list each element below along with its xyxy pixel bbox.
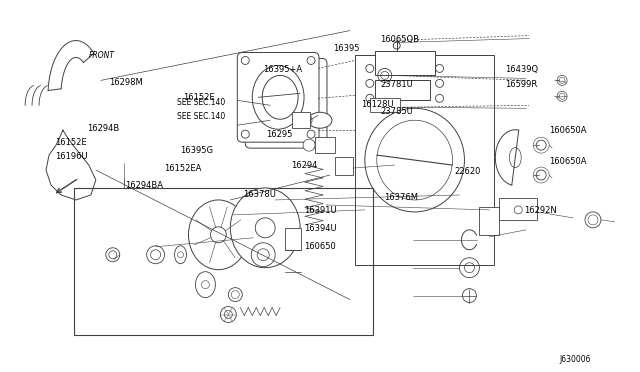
Ellipse shape bbox=[230, 188, 300, 268]
Text: 16294: 16294 bbox=[291, 161, 317, 170]
Bar bbox=[370, 98, 400, 112]
Circle shape bbox=[303, 139, 315, 151]
Circle shape bbox=[536, 170, 546, 180]
Bar bbox=[292, 112, 310, 128]
Ellipse shape bbox=[189, 200, 248, 270]
Text: 160650: 160650 bbox=[304, 241, 336, 250]
Text: 16395+A: 16395+A bbox=[262, 65, 301, 74]
Text: 16292N: 16292N bbox=[524, 206, 557, 215]
Text: SEE SEC.140: SEE SEC.140 bbox=[177, 112, 225, 121]
Text: 160650A: 160650A bbox=[550, 126, 587, 135]
Text: 23781U: 23781U bbox=[381, 80, 413, 89]
Bar bbox=[74, 188, 373, 336]
Text: FRONT: FRONT bbox=[89, 51, 115, 60]
Text: 16599R: 16599R bbox=[505, 80, 537, 89]
Text: 16295: 16295 bbox=[266, 130, 292, 140]
Bar bbox=[355, 55, 494, 265]
Text: SEE SEC.140: SEE SEC.140 bbox=[177, 98, 225, 107]
Text: 16065QB: 16065QB bbox=[381, 35, 420, 44]
Circle shape bbox=[211, 227, 227, 243]
Bar bbox=[285, 228, 301, 250]
Text: 160650A: 160650A bbox=[550, 157, 587, 166]
Text: 16391U: 16391U bbox=[304, 206, 337, 215]
Text: 16152E: 16152E bbox=[56, 138, 87, 147]
Text: 16128U: 16128U bbox=[362, 100, 394, 109]
Text: 16294B: 16294B bbox=[87, 124, 120, 133]
Text: 16294BA: 16294BA bbox=[125, 181, 164, 190]
Circle shape bbox=[106, 248, 120, 262]
Ellipse shape bbox=[252, 65, 304, 129]
Bar bbox=[335, 157, 353, 175]
Circle shape bbox=[298, 113, 312, 127]
Circle shape bbox=[257, 249, 269, 261]
Bar bbox=[479, 207, 499, 235]
Bar bbox=[375, 80, 429, 100]
Text: 16152EA: 16152EA bbox=[164, 164, 201, 173]
Ellipse shape bbox=[262, 76, 298, 119]
Text: 16298M: 16298M bbox=[109, 78, 143, 87]
Circle shape bbox=[536, 140, 546, 150]
Bar bbox=[315, 137, 335, 153]
Ellipse shape bbox=[308, 112, 332, 128]
Bar bbox=[375, 51, 435, 76]
Circle shape bbox=[255, 218, 275, 238]
Text: 16376M: 16376M bbox=[384, 193, 418, 202]
Ellipse shape bbox=[175, 246, 186, 264]
Circle shape bbox=[463, 289, 476, 302]
Text: 16395G: 16395G bbox=[180, 146, 212, 155]
Text: 22620: 22620 bbox=[454, 167, 480, 176]
Circle shape bbox=[252, 243, 275, 267]
Text: 16394U: 16394U bbox=[304, 224, 337, 233]
Ellipse shape bbox=[509, 148, 521, 167]
Text: 16378U: 16378U bbox=[243, 190, 276, 199]
Text: J630006: J630006 bbox=[559, 355, 591, 364]
Text: 16439Q: 16439Q bbox=[505, 65, 538, 74]
Text: 16395: 16395 bbox=[333, 44, 359, 53]
Circle shape bbox=[220, 307, 236, 323]
Text: 16152E: 16152E bbox=[183, 93, 214, 102]
Bar bbox=[499, 198, 537, 220]
Text: 16196U: 16196U bbox=[56, 152, 88, 161]
FancyBboxPatch shape bbox=[245, 58, 327, 148]
Ellipse shape bbox=[365, 108, 465, 212]
Ellipse shape bbox=[195, 272, 216, 298]
Text: 23785U: 23785U bbox=[381, 108, 413, 116]
FancyBboxPatch shape bbox=[237, 52, 319, 142]
Circle shape bbox=[585, 212, 601, 228]
Ellipse shape bbox=[377, 120, 452, 200]
